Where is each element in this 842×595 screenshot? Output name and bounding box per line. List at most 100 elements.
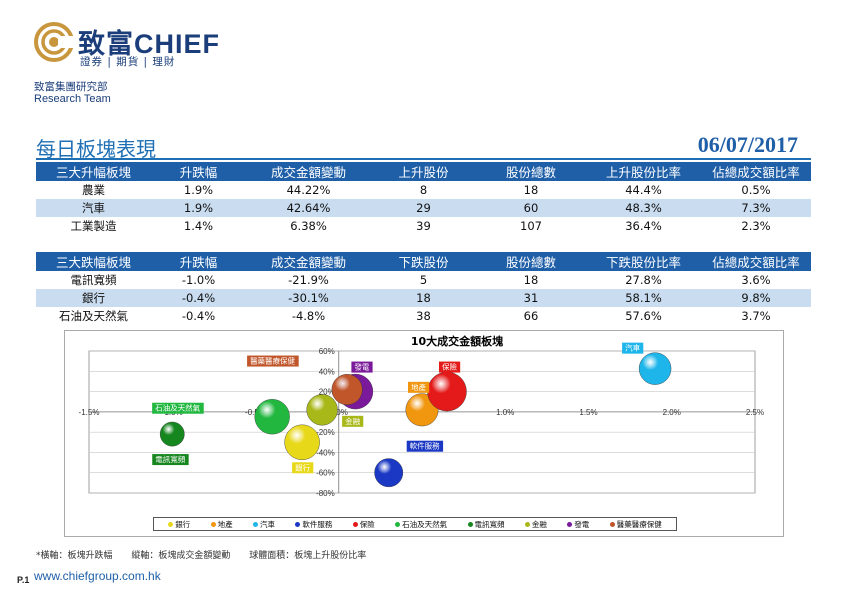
table-cell: 42.64% xyxy=(246,199,371,217)
department-name-en: Research Team xyxy=(34,93,111,105)
legend-item: 發電 xyxy=(567,519,589,530)
bubble-label: 汽車 xyxy=(625,343,640,353)
y-tick-label: -80% xyxy=(316,489,335,498)
table-cell: 9.8% xyxy=(701,289,811,307)
table-cell: 5 xyxy=(419,273,428,287)
bubble-label: 醫藥醫療保健 xyxy=(250,356,295,366)
table-cell: 18 xyxy=(523,183,539,197)
table-cell: 2.3% xyxy=(741,219,771,233)
table-cell: 66 xyxy=(523,309,539,323)
column-header: 股份總數 xyxy=(476,162,586,181)
bubble-label-box xyxy=(342,415,364,427)
x-tick-label: 1.5% xyxy=(579,408,597,417)
table-cell: 3.6% xyxy=(741,273,771,287)
bubble-label-box xyxy=(406,440,444,452)
table-cell: 銀行 xyxy=(36,289,151,307)
table-row: 農業 1.9% 44.22% 8 18 44.4% 0.5% xyxy=(36,181,811,199)
column-header: 升跌幅 xyxy=(151,252,246,271)
legend-swatch xyxy=(567,521,573,527)
y-tick-label: -40% xyxy=(316,448,335,457)
legend-item: 醫藥醫療保健 xyxy=(609,519,662,530)
table-cell: 石油及天然氣 xyxy=(59,309,128,323)
table-cell: 1.9% xyxy=(183,183,214,197)
legend-label: 軟件服務 xyxy=(302,519,333,529)
table-row: 電訊寬頻 -1.0% -21.9% 5 18 27.8% 3.6% xyxy=(36,271,811,289)
table-cell: -0.4% xyxy=(151,289,246,307)
company-logo: 致富CHIEF 證券 | 期貨 | 理財 xyxy=(34,20,244,68)
bubble-chart: 10大成交金額板塊 -80%-60%-40%-20%0%20%40%60%-1.… xyxy=(64,330,784,537)
chart-footnote: *橫軸：板塊升跌幅 縱軸：板塊成交金額變動 球體面積：板塊上升股份比率 xyxy=(36,548,382,561)
table-cell: 44.22% xyxy=(286,183,331,197)
column-header: 佔總成交額比率 xyxy=(701,162,811,181)
table-cell: 58.1% xyxy=(586,289,701,307)
table-row: 工業製造 1.4% 6.38% 39 107 36.4% 2.3% xyxy=(36,217,811,235)
legend-swatch xyxy=(395,521,401,527)
legend-swatch xyxy=(467,521,473,527)
table-cell: 39 xyxy=(416,219,431,233)
table-cell: 3.7% xyxy=(741,309,771,323)
column-header: 下跌股份比率 xyxy=(586,252,701,271)
table-header-row: 三大跌幅板塊 升跌幅 成交金額變動 下跌股份 股份總數 下跌股份比率 佔總成交額… xyxy=(36,252,811,271)
bubble-label-box xyxy=(622,342,644,354)
table-cell: 18 xyxy=(371,289,476,307)
bubble-4 xyxy=(427,371,467,412)
x-tick-label: 2.0% xyxy=(663,408,681,417)
table-cell: 44.4% xyxy=(625,183,662,197)
bubble-label-box xyxy=(247,355,299,367)
legend-item: 銀行 xyxy=(168,519,190,530)
table-row: 銀行 -0.4% -30.1% 18 31 58.1% 9.8% xyxy=(36,289,811,307)
legend-label: 地產 xyxy=(217,519,233,529)
table-cell: 6.38% xyxy=(290,219,327,233)
column-header: 上升股份比率 xyxy=(586,162,701,181)
table-cell: 汽車 xyxy=(36,199,151,217)
table-cell: 31 xyxy=(476,289,586,307)
legend-swatch xyxy=(609,521,615,527)
x-tick-label: -1.5% xyxy=(79,408,100,417)
column-header: 三大跌幅板塊 xyxy=(36,252,151,271)
bubble-label-box xyxy=(292,462,314,474)
bubble-6 xyxy=(159,421,185,447)
chart-legend: 銀行 地產 汽車 軟件服務 保險 石油及天然氣 電訊寬頻 金融 發電 醫藥醫療保健 xyxy=(153,517,677,531)
bubble-label-box xyxy=(438,361,461,373)
table-cell: 107 xyxy=(520,219,542,233)
table-cell: 8 xyxy=(419,183,428,197)
table-cell: 1.4% xyxy=(183,219,214,233)
report-date: 06/07/2017 xyxy=(697,132,798,157)
table-cell: 0.5% xyxy=(741,183,771,197)
column-header: 下跌股份 xyxy=(371,252,476,271)
bubble-label-box xyxy=(351,361,373,373)
brand-tagline: 證券 | 期貨 | 理財 xyxy=(80,56,176,68)
bubble-label: 發電 xyxy=(354,363,369,372)
legend-swatch xyxy=(524,521,530,527)
bubble-9 xyxy=(331,374,363,405)
table-cell: 60 xyxy=(476,199,586,217)
bubble-chart-canvas: 10大成交金額板塊 -80%-60%-40%-20%0%20%40%60%-1.… xyxy=(79,334,765,498)
x-tick-label: 0.0% xyxy=(330,408,348,417)
page-number: P.1 xyxy=(17,575,30,585)
bubble-label: 地產 xyxy=(411,382,426,392)
legend-swatch xyxy=(295,521,301,527)
column-header: 股份總數 xyxy=(476,252,586,271)
legend-item: 地產 xyxy=(210,519,233,530)
table-cell: 電訊寬頻 xyxy=(70,273,117,287)
website-link[interactable]: www.chiefgroup.com.hk xyxy=(34,569,161,583)
legend-swatch xyxy=(352,521,358,527)
table-cell: -0.4% xyxy=(181,309,216,323)
department-name-zh: 致富集團研究部 xyxy=(34,81,108,93)
y-tick-label: -20% xyxy=(316,428,335,437)
footnote-bubble: 球體面積：板塊上升股份比率 xyxy=(249,551,367,561)
table-cell: -30.1% xyxy=(246,289,371,307)
legend-label: 汽車 xyxy=(259,519,275,529)
table-cell: -1.0% xyxy=(181,273,216,287)
y-tick-label: 60% xyxy=(319,347,335,356)
legend-label: 發電 xyxy=(574,519,590,529)
bubble-label-box xyxy=(152,454,189,466)
column-header: 成交金額變動 xyxy=(246,162,371,181)
bubble-3 xyxy=(374,458,404,488)
y-tick-label: 20% xyxy=(319,388,335,397)
y-tick-label: -60% xyxy=(316,469,335,478)
table-cell: 48.3% xyxy=(586,199,701,217)
legend-swatch xyxy=(210,521,216,527)
table-row: 汽車 1.9% 42.64% 29 60 48.3% 7.3% xyxy=(36,199,811,217)
table-row: 石油及天然氣 -0.4% -4.8% 38 66 57.6% 3.7% xyxy=(36,307,811,325)
